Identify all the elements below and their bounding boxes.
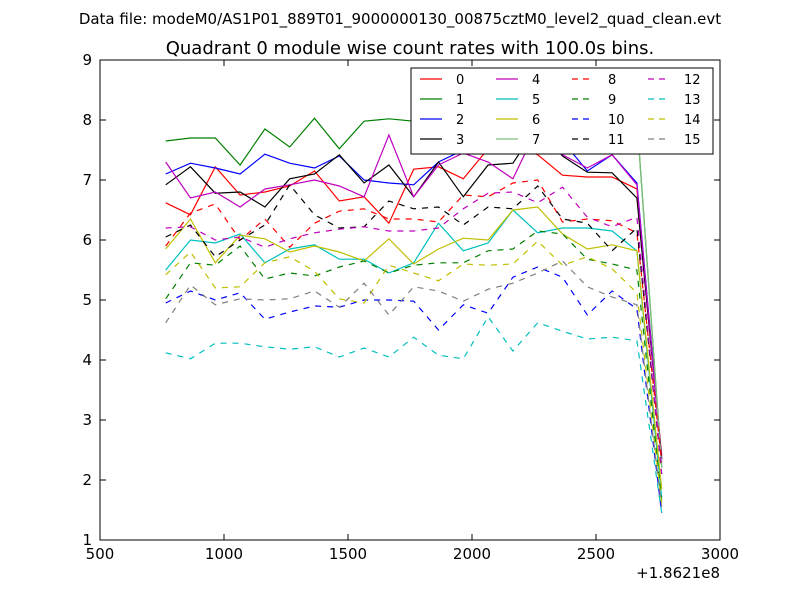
- y-tick-label: 3: [82, 411, 92, 429]
- series-line-0: [165, 144, 663, 457]
- series-line-3: [165, 124, 663, 460]
- legend-label-5: 5: [532, 93, 540, 108]
- series-line-11: [165, 183, 663, 475]
- legend-box: [410, 67, 714, 155]
- x-tick-label: 500: [86, 545, 115, 563]
- legend-label-6: 6: [532, 113, 540, 128]
- series-line-1: [165, 112, 663, 467]
- legend-label-10: 10: [608, 113, 625, 128]
- y-tick-label: 5: [82, 291, 92, 309]
- legend-label-13: 13: [684, 93, 701, 108]
- series-line-12: [165, 186, 663, 475]
- legend-label-14: 14: [684, 113, 701, 128]
- legend-label-3: 3: [456, 133, 464, 148]
- legend-label-12: 12: [684, 73, 701, 88]
- legend-label-15: 15: [684, 133, 701, 148]
- legend-label-0: 0: [456, 73, 464, 88]
- x-tick-label: 1500: [329, 545, 367, 563]
- series-line-9: [165, 230, 663, 502]
- series-line-5: [165, 209, 663, 499]
- series-line-6: [165, 206, 663, 490]
- x-offset-label: +1.8621e8: [636, 564, 720, 582]
- legend-label-8: 8: [608, 73, 616, 88]
- series-line-4: [165, 126, 663, 463]
- y-tick-label: 7: [82, 171, 92, 189]
- x-tick-label: 2000: [453, 545, 491, 563]
- y-tick-label: 4: [82, 351, 92, 369]
- legend-label-1: 1: [456, 93, 464, 108]
- x-tick-label: 3000: [701, 545, 739, 563]
- series-line-2: [165, 106, 663, 460]
- series-line-14: [165, 240, 663, 505]
- legend-label-2: 2: [456, 113, 464, 128]
- chart-suptitle: Data file: modeM0/AS1P01_889T01_90000001…: [79, 10, 721, 29]
- series-line-8: [165, 179, 663, 463]
- y-tick-label: 8: [82, 111, 92, 129]
- legend-label-9: 9: [608, 93, 616, 108]
- series-layer: [165, 94, 663, 514]
- x-tick-label: 2500: [577, 545, 615, 563]
- legend-label-7: 7: [532, 133, 540, 148]
- x-tick-label: 1000: [205, 545, 243, 563]
- y-tick-label: 1: [82, 531, 92, 549]
- y-tick-label: 2: [82, 471, 92, 489]
- legend-label-11: 11: [608, 133, 625, 148]
- chart-title: Quadrant 0 module wise count rates with …: [166, 38, 655, 59]
- y-tick-label: 6: [82, 231, 92, 249]
- series-line-10: [165, 266, 663, 514]
- series-line-15: [165, 260, 663, 508]
- legend-label-4: 4: [532, 73, 540, 88]
- series-line-13: [165, 315, 663, 514]
- y-tick-label: 9: [82, 51, 92, 69]
